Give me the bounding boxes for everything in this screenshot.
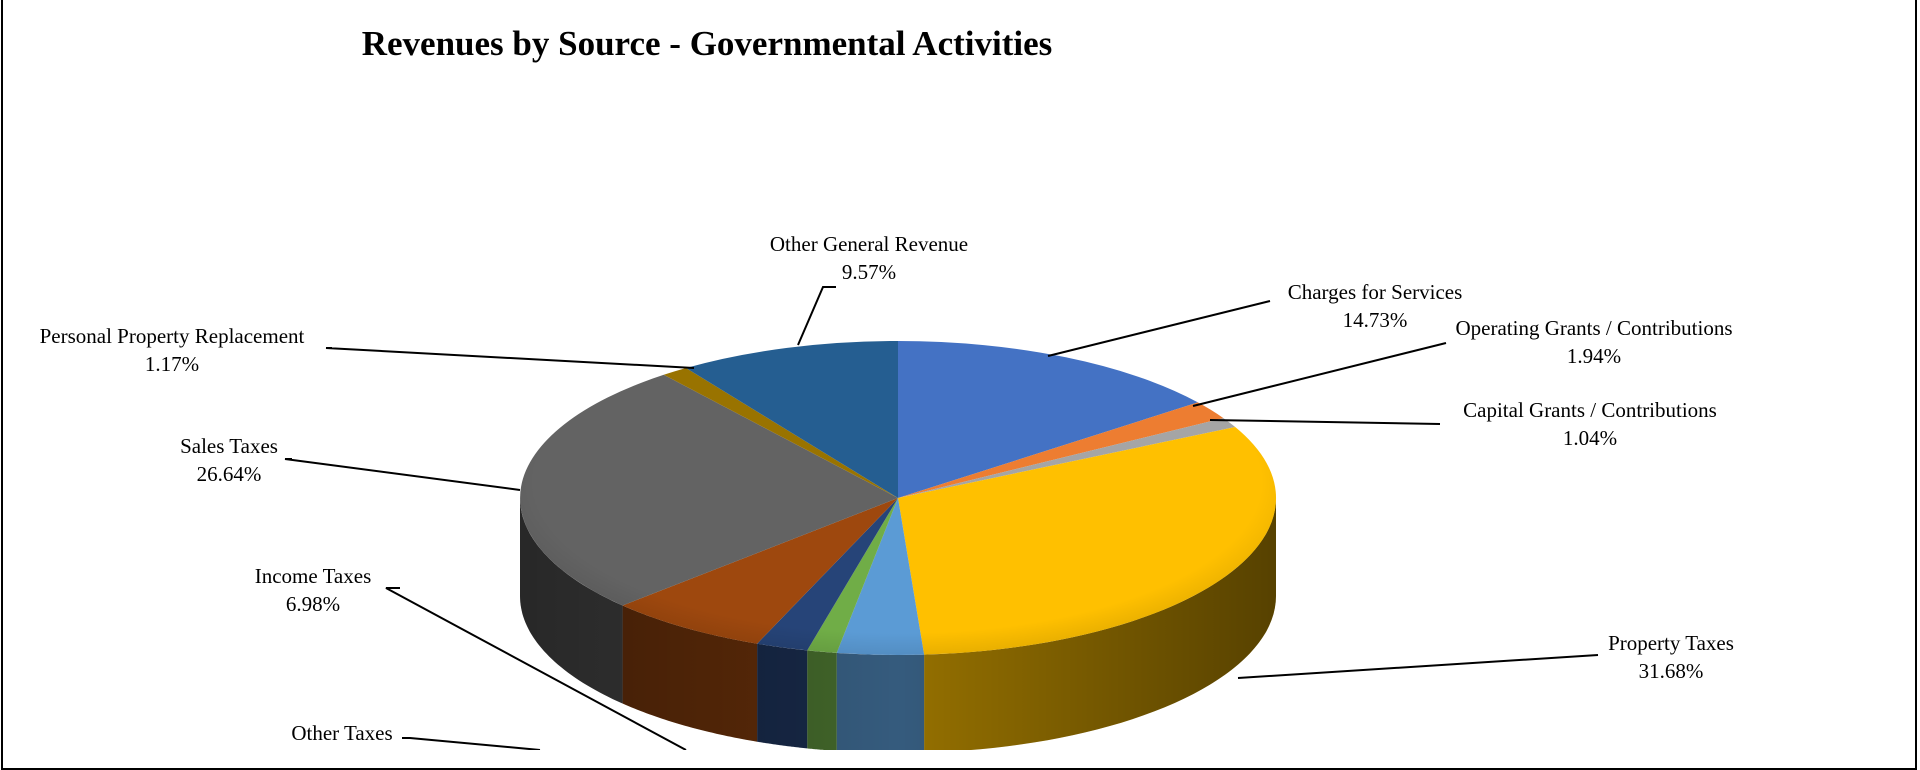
slice-label-other-taxes: Other Taxes — [291, 721, 392, 745]
slice-label-personal-property-replacement: Personal Property Replacement — [40, 324, 305, 348]
slice-label-property-taxes: Property Taxes — [1608, 631, 1734, 655]
leader-line-sales-taxes — [284, 458, 521, 491]
slice-label-capital-grants-contributions: Capital Grants / Contributions — [1463, 398, 1717, 422]
leader-line-charges-for-services — [1047, 300, 1271, 357]
chart-title: Revenues by Source - Governmental Activi… — [361, 24, 1053, 63]
slice-label-income-taxes: Income Taxes — [255, 564, 372, 588]
slice-label-sales-taxes: Sales Taxes — [180, 434, 278, 458]
leader-lines — [284, 286, 1599, 750]
pie-side-layer — [520, 498, 1276, 750]
leader-line-other-taxes — [402, 737, 541, 750]
slice-labels: Charges for Services 14.73% Operating Gran… — [40, 232, 1734, 745]
leader-line-operating-grants-contributions — [1192, 342, 1447, 407]
leader-line-personal-property-replacement — [325, 347, 695, 369]
leader-line-income-taxes — [385, 587, 687, 750]
pie-top-layer — [520, 341, 1277, 655]
slice-percent-property-taxes: 31.68% — [1639, 659, 1704, 683]
slice-percent-personal-property-replacement: 1.17% — [145, 352, 199, 376]
leader-line-other-general-revenue — [797, 286, 836, 346]
pie-chart: Charges for Services 14.73% Operating Gran… — [40, 232, 1734, 750]
slice-percent-operating-grants-contributions: 1.94% — [1567, 344, 1621, 368]
slice-percent-capital-grants-contributions: 1.04% — [1563, 426, 1617, 450]
slice-percent-sales-taxes: 26.64% — [197, 462, 262, 486]
slice-label-operating-grants-contributions: Operating Grants / Contributions — [1455, 316, 1732, 340]
pie-top-shading — [520, 341, 1276, 655]
slice-label-other-general-revenue: Other General Revenue — [770, 232, 968, 256]
pie-side-shading — [520, 498, 1276, 750]
slice-label-charges-for-services: Charges for Services — [1288, 280, 1463, 304]
leader-line-property-taxes — [1237, 654, 1599, 679]
leader-line-capital-grants-contributions — [1209, 419, 1441, 425]
slice-percent-other-general-revenue: 9.57% — [842, 260, 896, 284]
slice-percent-charges-for-services: 14.73% — [1343, 308, 1408, 332]
slice-percent-income-taxes: 6.98% — [286, 592, 340, 616]
